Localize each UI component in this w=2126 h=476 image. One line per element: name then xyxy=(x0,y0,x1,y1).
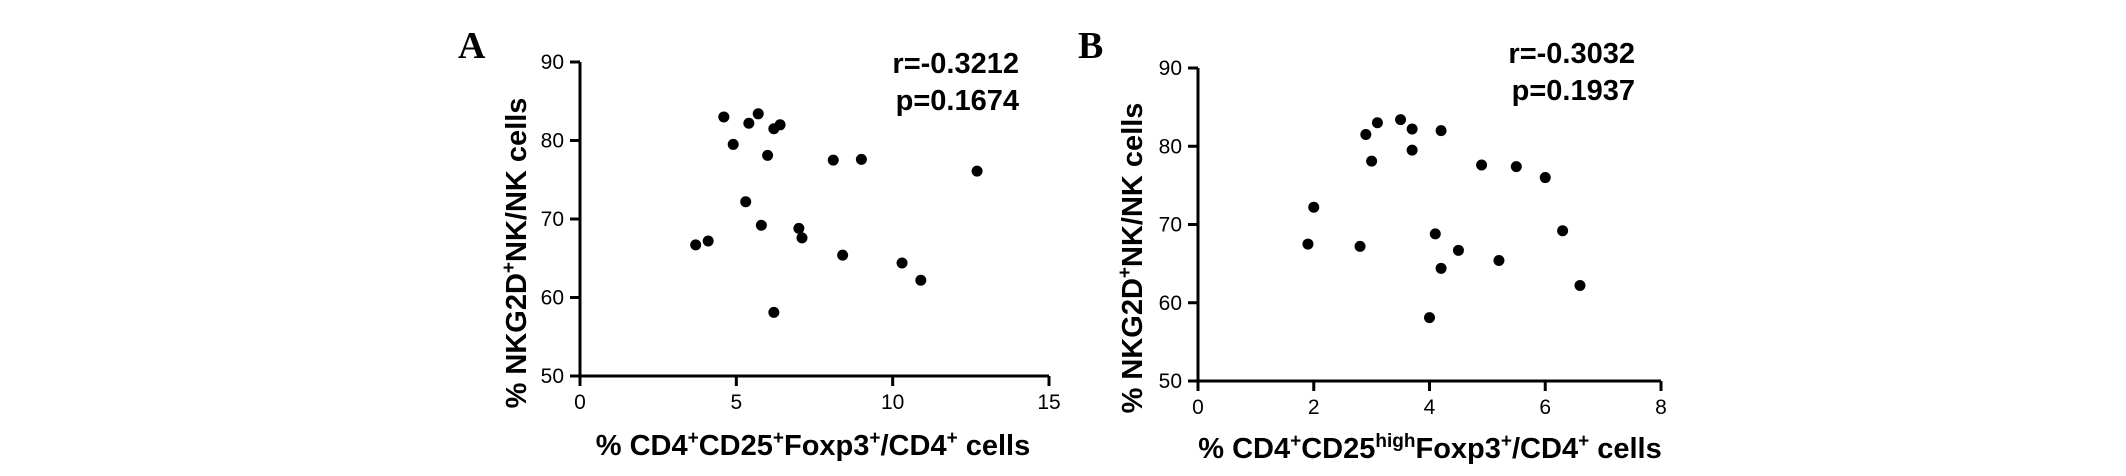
plot-area-a: 50 60 70 80 90 0 5 10 15 xyxy=(541,51,1061,414)
x-tick-label: 6 xyxy=(1539,396,1551,419)
data-point xyxy=(774,119,786,131)
x-tick-label: 5 xyxy=(730,391,742,414)
data-point xyxy=(727,138,739,150)
x-axis-label-b: % CD4+CD25highFoxp3+/CD4+ cells xyxy=(1198,431,1662,465)
data-point xyxy=(755,219,767,231)
y-tick-label: 50 xyxy=(1159,370,1182,393)
data-point xyxy=(1493,254,1505,266)
data-point xyxy=(752,108,764,120)
x-axis-label-a: % CD4+CD25+Foxp3+/CD4+ cells xyxy=(596,428,1031,462)
correlation-r-a: r=-0.3212 xyxy=(892,48,1019,80)
y-axis-label-a: % NKG2D+NK/NK cells xyxy=(499,98,533,409)
data-point xyxy=(1424,312,1435,324)
y-tick-label: 80 xyxy=(541,130,564,153)
data-point xyxy=(1308,201,1320,213)
data-point xyxy=(743,117,755,129)
data-point xyxy=(837,249,849,261)
x-tick-label: 4 xyxy=(1424,396,1436,419)
data-point xyxy=(1510,161,1522,173)
y-tick-label: 70 xyxy=(541,208,564,231)
correlation-r-b: r=-0.3032 xyxy=(1508,38,1635,70)
panel-a: A r=-0.3212 p=0.1674 % NKG2D+NK/NK cells… xyxy=(458,25,1061,462)
data-point xyxy=(1360,129,1372,141)
y-tick-label: 60 xyxy=(1159,292,1182,315)
y-axis-label-b: % NKG2D+NK/NK cells xyxy=(1115,103,1149,414)
data-point xyxy=(1452,244,1464,256)
data-point xyxy=(762,149,774,161)
data-point xyxy=(915,274,927,286)
y-tick-label: 60 xyxy=(541,287,564,310)
data-point xyxy=(1354,240,1366,252)
y-tick-label: 80 xyxy=(1159,135,1182,158)
data-point xyxy=(827,154,839,166)
p-value-b: p=0.1937 xyxy=(1512,75,1635,107)
data-point xyxy=(1406,144,1418,156)
data-point xyxy=(896,257,908,269)
y-tick-label: 50 xyxy=(541,365,564,388)
data-point xyxy=(1406,123,1418,135)
data-point xyxy=(690,239,702,251)
data-point xyxy=(702,235,714,247)
y-tick-label: 70 xyxy=(1159,214,1182,237)
data-point xyxy=(1302,238,1314,250)
y-tick-label: 90 xyxy=(541,51,564,74)
x-tick-label: 2 xyxy=(1308,396,1320,419)
panel-letter-a: A xyxy=(458,25,486,67)
data-point xyxy=(1557,225,1569,237)
data-point xyxy=(1435,262,1447,274)
data-point xyxy=(1366,155,1378,167)
panel-letter-b: B xyxy=(1078,25,1103,67)
data-point xyxy=(768,306,780,318)
data-point xyxy=(855,153,867,165)
data-point xyxy=(740,196,752,208)
data-point xyxy=(1429,228,1441,240)
data-point xyxy=(1435,125,1447,137)
plot-area-b: 50 60 70 80 90 0 2 4 6 8 xyxy=(1159,57,1667,419)
x-tick-label: 8 xyxy=(1655,396,1667,419)
panel-b: B r=-0.3032 p=0.1937 % NKG2D+NK/NK cells… xyxy=(1078,25,1667,465)
x-tick-label: 0 xyxy=(574,391,586,414)
data-point xyxy=(718,111,730,123)
x-tick-label: 15 xyxy=(1037,391,1060,414)
data-point xyxy=(1574,280,1586,292)
p-value-a: p=0.1674 xyxy=(896,85,1019,117)
data-point xyxy=(1371,117,1383,129)
y-tick-label: 90 xyxy=(1159,57,1182,80)
data-point xyxy=(1539,172,1551,184)
data-point xyxy=(793,222,805,234)
x-tick-label: 10 xyxy=(881,391,904,414)
data-point xyxy=(796,232,808,244)
data-point xyxy=(1395,114,1407,126)
x-tick-label: 0 xyxy=(1192,396,1204,419)
data-point xyxy=(1476,159,1488,171)
data-point xyxy=(971,165,983,177)
